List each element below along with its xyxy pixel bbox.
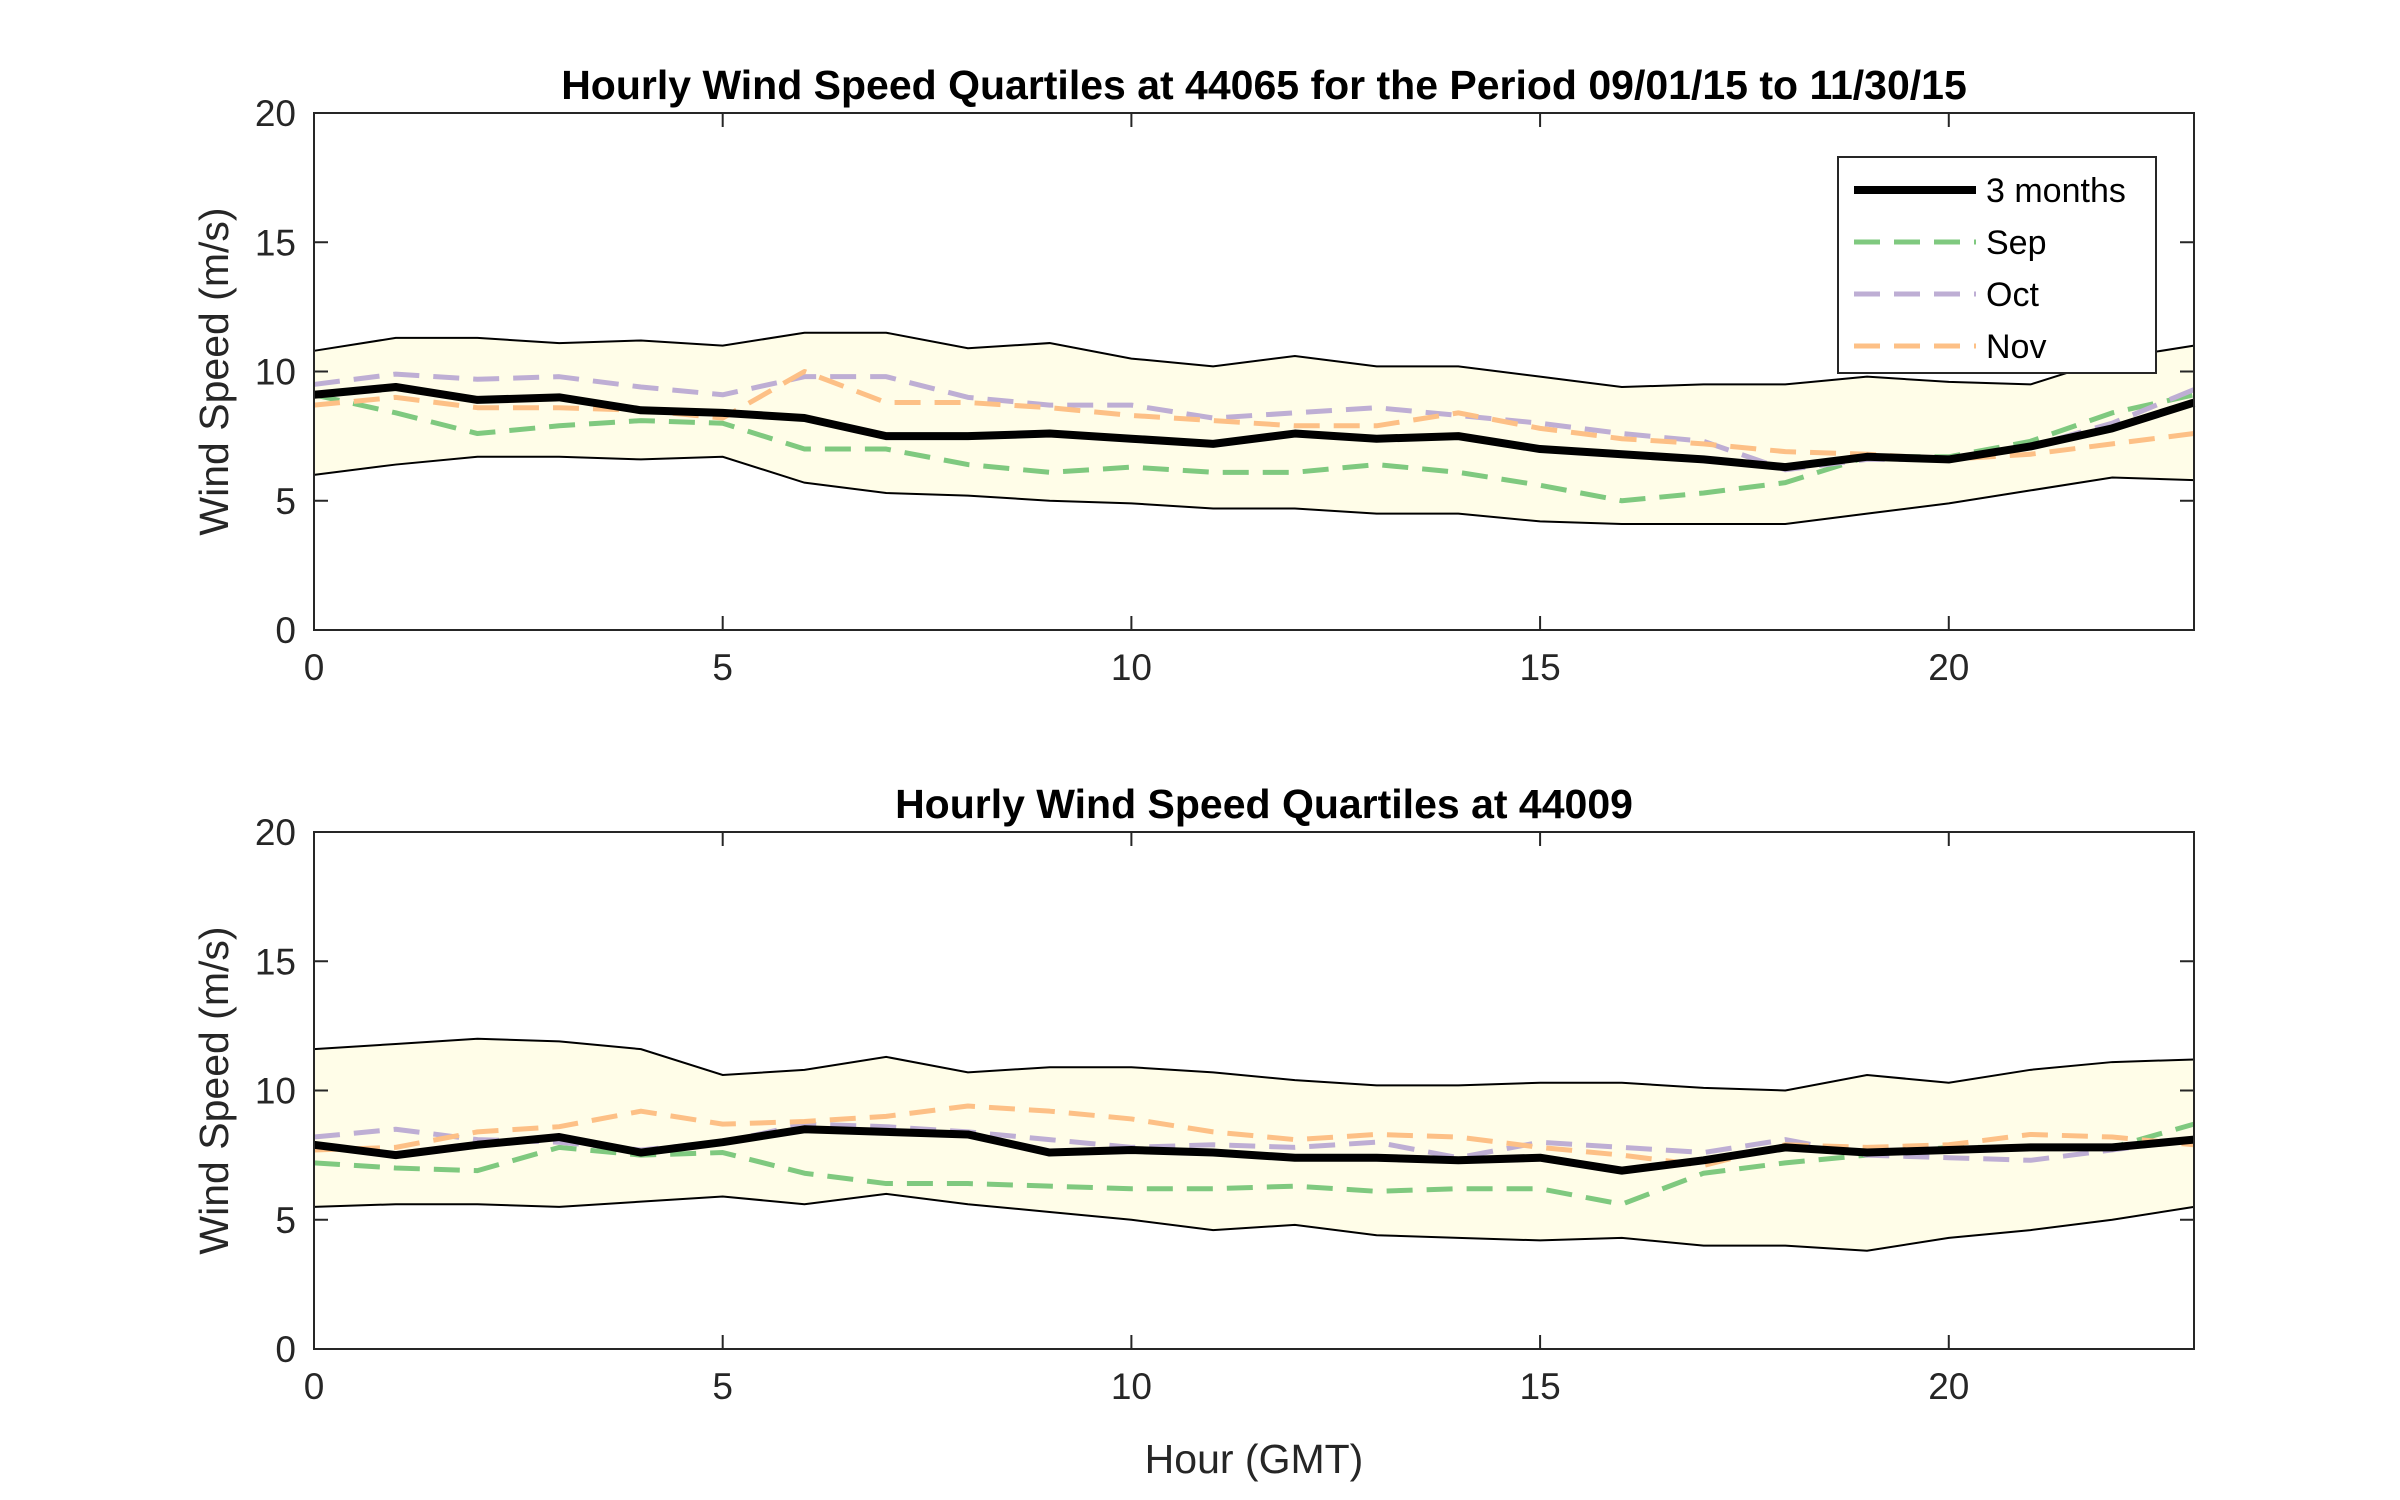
x-tick-label: 5 [712,1366,733,1407]
upper-quartile-line [313,331,2195,389]
y-tick-label: 0 [275,1329,296,1370]
y-tick-label: 10 [255,352,296,393]
x-tick-label: 20 [1928,647,1969,688]
x-tick-label: 10 [1111,1366,1152,1407]
chart-title: Hourly Wind Speed Quartiles at 44009 [895,781,1633,827]
chart-panel-1: 0 5 10 15 20 0 5 10 15 20 Hourly Wind Speed Quarti… [191,62,2196,688]
y-axis-label: Wind Speed (m/s) [191,926,237,1254]
x-tick-label: 0 [304,647,325,688]
series-line-nov [313,369,2195,462]
y-tick-label: 5 [275,1200,296,1241]
x-tick-label: 15 [1520,647,1561,688]
legend-label: Nov [1986,328,2046,366]
legend-label: 3 months [1986,172,2126,210]
x-tick-label: 15 [1520,1366,1561,1407]
chart-panel-2: 0 5 10 15 20 0 5 10 15 20 Hourly Wind Speed Quarti… [191,781,2195,1482]
x-axis-label: Hour (GMT) [1145,1436,1364,1482]
x-tick-label: 10 [1111,647,1152,688]
y-tick-label: 0 [275,610,296,651]
lower-quartile-line [313,1192,2195,1252]
chart-title: Hourly Wind Speed Quartiles at 44065 for… [561,62,1967,108]
x-tick-label: 20 [1928,1366,1969,1407]
y-tick-label: 15 [255,941,296,982]
legend-label: Sep [1986,224,2047,262]
y-tick-label: 20 [255,812,296,853]
y-tick-label: 15 [255,222,296,263]
y-tick-label: 20 [255,93,296,134]
y-axis-label: Wind Speed (m/s) [191,207,237,535]
series-line-nov [313,1103,2195,1168]
legend-label: Oct [1986,276,2039,314]
legend: 3 months Sep Oct Nov [1837,156,2157,374]
y-tick-label: 10 [255,1071,296,1112]
x-tick-label: 0 [304,1366,325,1407]
series-line-3-months [313,383,2196,472]
upper-quartile-line [313,1037,2195,1092]
y-tick-label: 5 [275,481,296,522]
lower-quartile-line [313,455,2195,526]
x-tick-label: 5 [712,647,733,688]
series-line-3-months [313,1125,2195,1175]
